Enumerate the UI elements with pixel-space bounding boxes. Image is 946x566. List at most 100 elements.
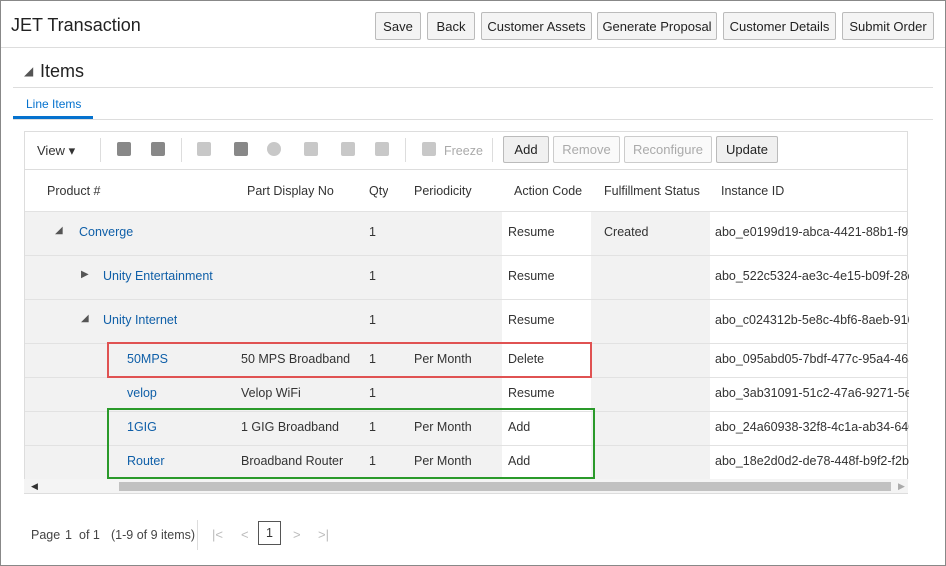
- last-page[interactable]: >|: [318, 527, 329, 542]
- cell-text: 1: [369, 269, 376, 283]
- collapse-icon[interactable]: ◢: [24, 64, 34, 78]
- instance-cell-bg: [710, 412, 907, 445]
- toolbar-button[interactable]: Add: [503, 136, 549, 163]
- cell-text: 1: [369, 454, 376, 468]
- cell-text: Per Month: [414, 454, 472, 468]
- highlight-red: [107, 342, 592, 378]
- page-label: Page: [31, 528, 61, 542]
- cell-text: abo_3ab31091-51c2-47a6-9271-5ea4: [715, 386, 909, 400]
- product-link[interactable]: Unity Internet: [103, 313, 178, 327]
- header-button[interactable]: Customer Details: [723, 12, 836, 40]
- add-icon[interactable]: [197, 142, 211, 156]
- instance-cell-bg: [710, 300, 907, 343]
- product-link[interactable]: Router: [127, 454, 165, 468]
- filter-icon[interactable]: [117, 142, 131, 156]
- action-cell-bg: [502, 256, 591, 299]
- highlight-green: [107, 408, 595, 479]
- product-link[interactable]: velop: [127, 386, 157, 400]
- cell-text: Resume: [508, 386, 555, 400]
- toolbar-button[interactable]: Remove: [553, 136, 620, 163]
- item-summary: (1-9 of 9 items): [111, 528, 196, 542]
- toolbar-button[interactable]: Update: [716, 136, 778, 163]
- cell-text: Per Month: [414, 420, 472, 434]
- collapse-icon[interactable]: ◢: [55, 225, 63, 236]
- first-page[interactable]: |<: [212, 527, 223, 542]
- cell-text: Resume: [508, 269, 555, 283]
- action-cell-bg: [502, 344, 591, 377]
- instance-cell-bg: [710, 212, 907, 255]
- column-header: Qty: [369, 184, 389, 198]
- instance-cell-bg: [710, 344, 907, 377]
- cell-text: Velop WiFi: [241, 386, 301, 400]
- settings-icon[interactable]: [267, 142, 281, 156]
- column-header: Part Display No: [247, 184, 334, 198]
- column-header: Instance ID: [721, 184, 785, 198]
- header-button[interactable]: Generate Proposal: [597, 12, 717, 40]
- cell-text: Add: [508, 420, 531, 434]
- divider: [24, 169, 908, 170]
- product-link[interactable]: 1GIG: [127, 420, 157, 434]
- instance-cell-bg: [710, 446, 907, 479]
- divider: [24, 493, 908, 494]
- cell-text: Resume: [508, 313, 555, 327]
- cell-text: 1 GIG Broadband: [241, 420, 339, 434]
- grid-frame: [24, 131, 908, 493]
- cell-text: Add: [508, 454, 531, 468]
- cell-text: 1: [369, 352, 376, 366]
- header-button[interactable]: Back: [427, 12, 475, 40]
- instance-cell-bg: [710, 378, 907, 411]
- cell-text: Created: [604, 225, 649, 239]
- filter-clear-icon[interactable]: [151, 142, 165, 156]
- instance-cell-bg: [710, 256, 907, 299]
- cell-text: 1: [369, 313, 376, 327]
- scroll-left[interactable]: ◀: [31, 481, 38, 491]
- divider: [1, 47, 945, 48]
- separator: [492, 138, 493, 162]
- action-cell-bg: [502, 446, 591, 479]
- action-cell-bg: [502, 300, 591, 343]
- header-button[interactable]: Submit Order: [842, 12, 934, 40]
- header-button[interactable]: Customer Assets: [481, 12, 592, 40]
- next-page[interactable]: >: [293, 527, 301, 542]
- header-button[interactable]: Save: [375, 12, 421, 40]
- column-header: Action Code: [514, 184, 583, 198]
- copy-icon[interactable]: [341, 142, 355, 156]
- view-menu[interactable]: View ▾: [37, 143, 76, 158]
- freeze-label[interactable]: Freeze: [444, 144, 483, 158]
- divider: [13, 119, 933, 120]
- product-link[interactable]: Converge: [79, 225, 134, 239]
- action-cell-bg: [502, 412, 591, 445]
- cell-text: abo_c024312b-5e8c-4bf6-8aeb-9166: [715, 313, 909, 327]
- cell-text: Broadband Router: [241, 454, 344, 468]
- cell-text: abo_522c5324-ae3c-4e15-b09f-28e2: [715, 269, 909, 283]
- prev-page[interactable]: <: [241, 527, 249, 542]
- collapse-icon[interactable]: ◢: [81, 313, 89, 324]
- product-link[interactable]: 50MPS: [127, 352, 168, 366]
- freeze-icon[interactable]: [422, 142, 436, 156]
- scroll-right[interactable]: ▶: [898, 481, 905, 491]
- cell-text: Per Month: [414, 352, 472, 366]
- tab[interactable]: Line Items: [26, 97, 82, 111]
- cell-text: 1: [369, 420, 376, 434]
- edit-icon[interactable]: [304, 142, 318, 156]
- separator: [197, 520, 198, 550]
- product-link[interactable]: Unity Entertainment: [103, 269, 213, 283]
- current-page[interactable]: 1: [258, 521, 281, 545]
- view-label[interactable]: View: [37, 143, 65, 158]
- separator: [181, 138, 182, 162]
- cell-text: 1: [369, 225, 376, 239]
- page-title: JET Transaction: [11, 15, 141, 35]
- scroll-thumb[interactable]: [119, 482, 891, 491]
- action-icon[interactable]: [234, 142, 248, 156]
- cell-text: 50 MPS Broadband: [241, 352, 351, 366]
- delete-icon[interactable]: [375, 142, 389, 156]
- page-input[interactable]: 1: [65, 528, 72, 542]
- cell-text: Delete: [508, 352, 545, 366]
- cell-text: Resume: [508, 225, 555, 239]
- column-header: Fulfillment Status: [604, 184, 700, 198]
- expand-icon[interactable]: ▶: [81, 269, 89, 280]
- toolbar-button[interactable]: Reconfigure: [624, 136, 712, 163]
- page-count: of 1: [79, 528, 100, 542]
- column-header: Periodicity: [414, 184, 472, 198]
- column-header: Product #: [47, 184, 101, 198]
